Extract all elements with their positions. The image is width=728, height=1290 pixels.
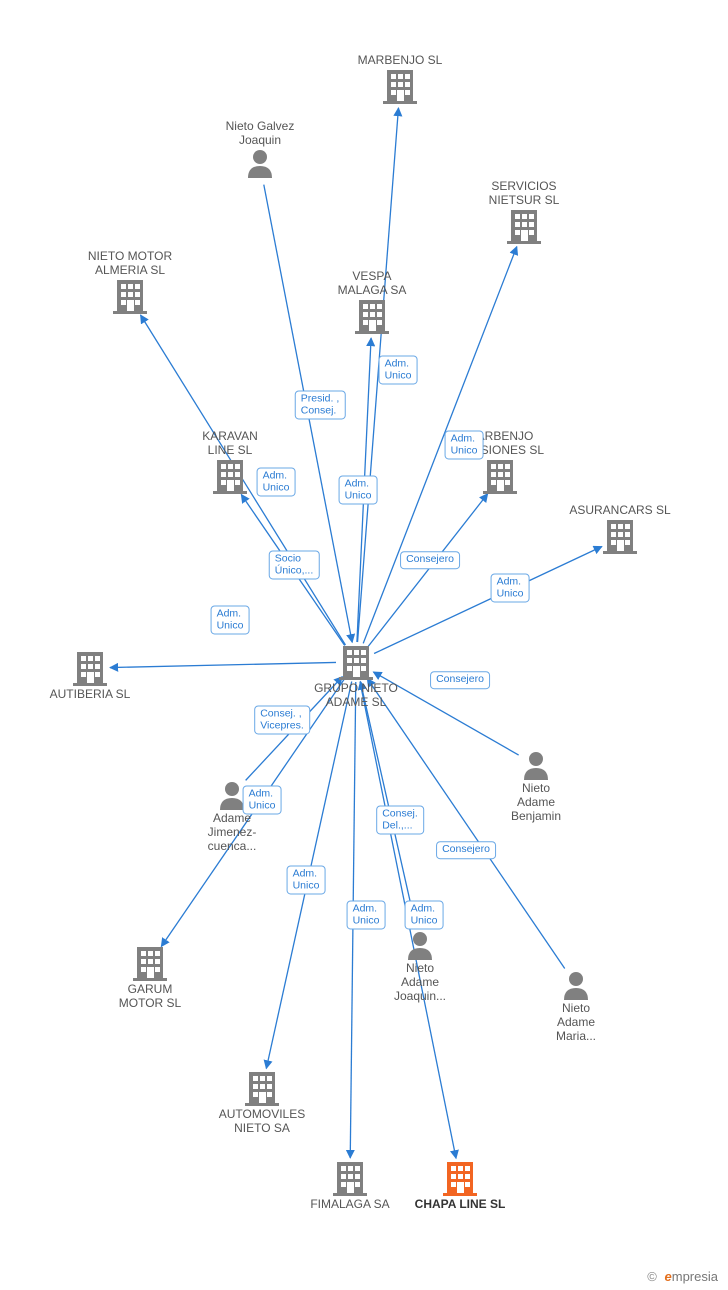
edge-label: Adm. Unico: [491, 573, 530, 602]
edge-label: Consejero: [436, 841, 496, 859]
edge-label: Presid. , Consej.: [295, 390, 346, 419]
brand-e: e: [665, 1269, 672, 1284]
brand-rest: mpresia: [672, 1269, 718, 1284]
edge: [360, 682, 415, 926]
edge: [110, 662, 336, 667]
edge: [368, 494, 487, 646]
edge-label: Consej. , Vicepres.: [254, 705, 310, 734]
edge-label: Consejero: [400, 551, 460, 569]
edge-label: Adm. Unico: [339, 475, 378, 504]
copyright-symbol: ©: [647, 1269, 657, 1284]
edge-label: Socio Único,...: [269, 550, 320, 579]
edge-label: Consej. Del.,...: [376, 805, 424, 834]
edge: [141, 315, 346, 645]
edge-label: Adm. Unico: [445, 430, 484, 459]
edge-label: Adm. Unico: [379, 355, 418, 384]
network-canvas: [0, 0, 728, 1290]
edge-label: Adm. Unico: [211, 605, 250, 634]
edge-label: Consejero: [430, 671, 490, 689]
edge-label: Adm. Unico: [287, 865, 326, 894]
edge-label: Adm. Unico: [347, 900, 386, 929]
edge-label: Adm. Unico: [243, 785, 282, 814]
edge-label: Adm. Unico: [405, 900, 444, 929]
edge-label: Adm. Unico: [257, 467, 296, 496]
footer-branding: © empresia: [647, 1269, 718, 1284]
